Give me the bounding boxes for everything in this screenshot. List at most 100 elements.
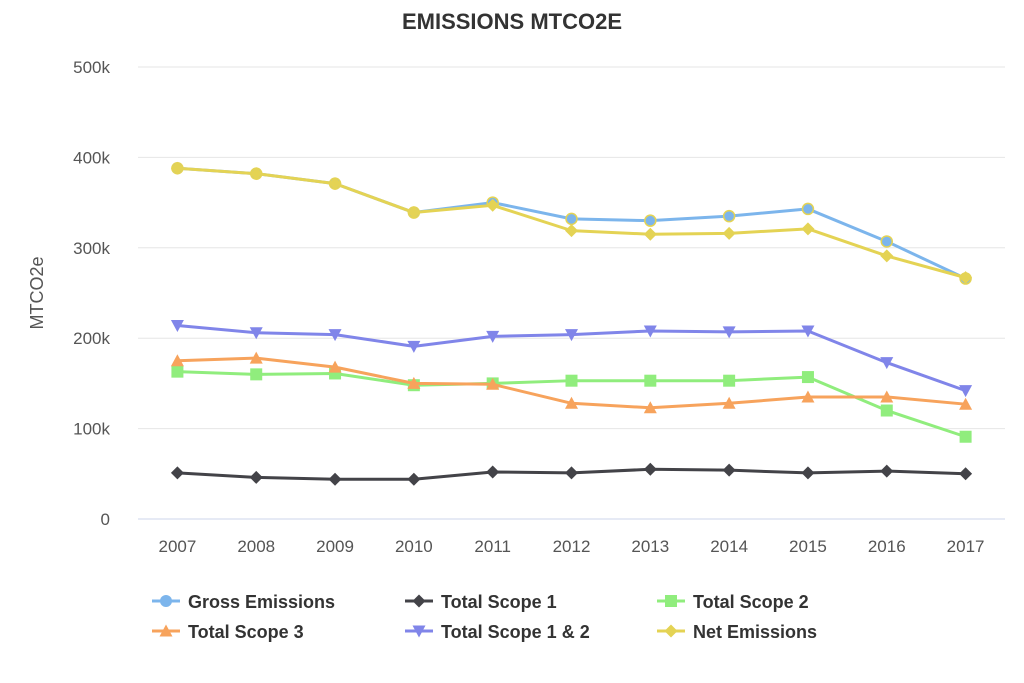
data-point[interactable]	[722, 326, 736, 339]
x-tick-label: 2015	[789, 537, 827, 556]
series-total-scope-3	[170, 351, 973, 414]
legend[interactable]: Gross Emissions Total Scope 1 Total Scope …	[152, 592, 817, 642]
data-point[interactable]	[407, 206, 421, 220]
data-point[interactable]	[643, 325, 657, 338]
data-point[interactable]	[959, 271, 973, 285]
legend-item-total-scope-1[interactable]: Total Scope 1	[405, 592, 557, 612]
data-point[interactable]	[959, 385, 973, 398]
data-point[interactable]	[801, 390, 815, 403]
data-point[interactable]	[328, 360, 342, 373]
legend-item-total-scope-1-2[interactable]: Total Scope 1 & 2	[405, 622, 590, 642]
y-tick-label: 500k	[73, 58, 110, 77]
data-point[interactable]	[723, 374, 736, 387]
series-total-scope-1	[170, 462, 973, 486]
data-point[interactable]	[801, 325, 815, 338]
data-point[interactable]	[170, 161, 184, 175]
data-point[interactable]	[959, 397, 973, 410]
data-point[interactable]	[170, 354, 184, 367]
legend-label: Total Scope 1 & 2	[441, 622, 590, 642]
y-axis-label: MTCO2e	[27, 256, 47, 329]
data-point[interactable]	[407, 376, 421, 389]
data-point[interactable]	[407, 472, 421, 486]
legend-marker	[412, 594, 426, 608]
data-point[interactable]	[486, 198, 500, 212]
data-point[interactable]	[170, 466, 184, 480]
data-point[interactable]	[644, 214, 657, 227]
legend-marker	[159, 624, 173, 637]
data-point[interactable]	[801, 202, 815, 216]
data-point[interactable]	[880, 404, 893, 417]
x-tick-label: 2013	[631, 537, 669, 556]
x-tick-label: 2014	[710, 537, 748, 556]
data-point[interactable]	[407, 340, 421, 353]
data-point[interactable]	[722, 396, 736, 409]
x-tick-label: 2011	[474, 537, 511, 556]
data-point[interactable]	[722, 463, 736, 477]
legend-marker	[160, 595, 172, 607]
y-tick-label: 300k	[73, 239, 110, 258]
x-tick-label: 2017	[947, 537, 985, 556]
legend-label: Total Scope 1	[441, 592, 557, 612]
data-point[interactable]	[328, 472, 342, 486]
data-point[interactable]	[801, 466, 815, 480]
data-point[interactable]	[249, 470, 263, 484]
data-point[interactable]	[250, 368, 263, 381]
data-point[interactable]	[565, 374, 578, 387]
y-tick-label: 200k	[73, 329, 110, 348]
legend-label: Net Emissions	[693, 622, 817, 642]
data-point[interactable]	[170, 320, 184, 333]
data-point[interactable]	[565, 396, 578, 409]
legend-item-total-scope-3[interactable]: Total Scope 3	[152, 622, 304, 642]
data-point[interactable]	[959, 430, 972, 443]
data-point[interactable]	[801, 222, 815, 236]
data-point[interactable]	[880, 390, 894, 403]
x-tick-label: 2012	[553, 537, 591, 556]
data-point[interactable]	[565, 212, 578, 226]
legend-item-total-scope-2[interactable]: Total Scope 2	[657, 592, 809, 612]
data-point[interactable]	[801, 371, 814, 384]
series-layer	[170, 161, 973, 486]
x-tick-label: 2010	[395, 537, 433, 556]
data-point[interactable]	[722, 226, 736, 240]
data-point[interactable]	[880, 357, 894, 370]
data-point[interactable]	[249, 327, 263, 340]
data-point[interactable]	[565, 329, 578, 342]
data-point[interactable]	[328, 329, 342, 342]
y-axis-ticks: 0 100k 200k 300k 400k 500k	[73, 58, 110, 529]
x-tick-label: 2007	[158, 537, 196, 556]
data-point[interactable]	[880, 464, 894, 478]
data-point[interactable]	[486, 330, 500, 343]
data-point[interactable]	[565, 224, 578, 238]
data-point[interactable]	[328, 177, 342, 191]
data-point[interactable]	[959, 467, 973, 481]
data-point[interactable]	[486, 377, 500, 390]
legend-item-net-emissions[interactable]: Net Emissions	[657, 622, 817, 642]
chart-title: EMISSIONS MTCO2E	[402, 9, 622, 34]
data-point[interactable]	[643, 462, 657, 476]
y-tick-label: 0	[101, 510, 110, 529]
x-tick-label: 2016	[868, 537, 906, 556]
series-gross-emissions	[171, 161, 972, 285]
y-tick-label: 100k	[73, 420, 110, 439]
data-point[interactable]	[722, 209, 736, 223]
data-point[interactable]	[643, 401, 657, 414]
data-point[interactable]	[644, 374, 657, 387]
series-net-emissions	[170, 161, 973, 285]
data-point[interactable]	[880, 249, 894, 263]
series-total-scope-1-2	[170, 320, 973, 398]
x-tick-label: 2009	[316, 537, 354, 556]
data-point[interactable]	[565, 466, 578, 480]
legend-marker	[664, 624, 678, 638]
y-tick-label: 400k	[73, 148, 110, 167]
x-axis-ticks: 2007 2008 2009 2010 2011 2012 2013 2014 2015 2016…	[158, 537, 984, 556]
data-point[interactable]	[486, 465, 500, 479]
data-point[interactable]	[249, 167, 263, 181]
data-point[interactable]	[880, 235, 894, 248]
legend-item-gross-emissions[interactable]: Gross Emissions	[152, 592, 335, 612]
data-point[interactable]	[171, 365, 184, 378]
x-tick-label: 2008	[237, 537, 275, 556]
grid-lines	[138, 66, 1005, 430]
data-point[interactable]	[249, 351, 263, 364]
data-point[interactable]	[643, 227, 657, 241]
